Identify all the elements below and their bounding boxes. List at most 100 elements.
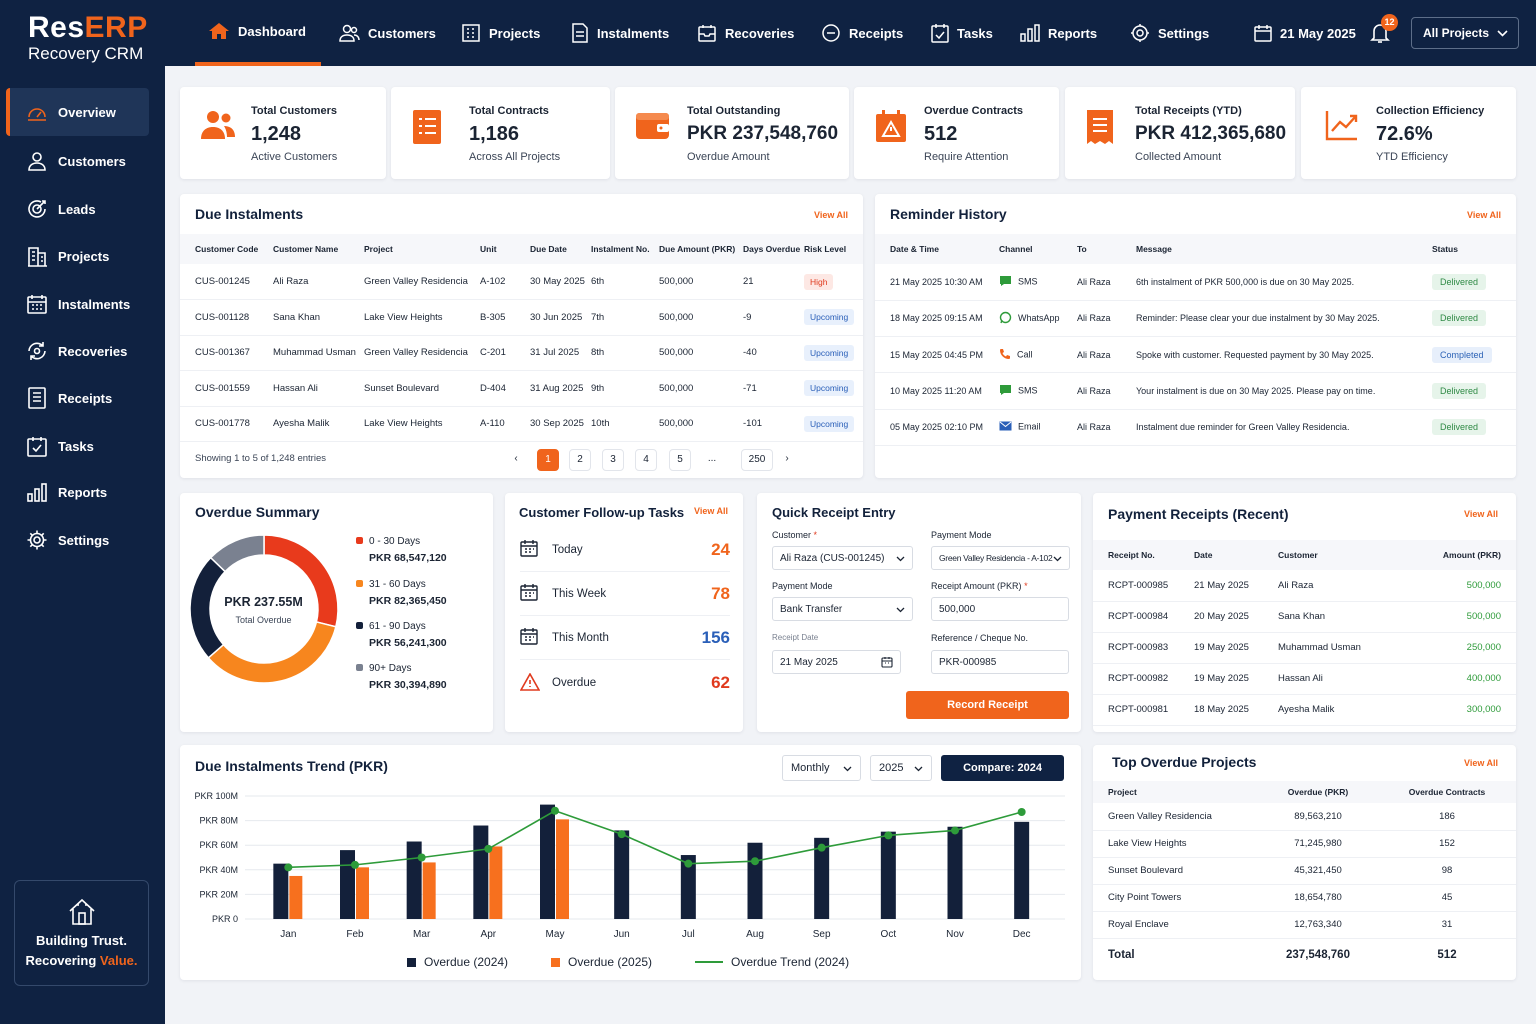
bar-overdue-2024[interactable] <box>273 863 289 919</box>
trend-point[interactable] <box>951 826 959 835</box>
table-row[interactable]: 10 May 2025 11:20 AM SMS Ali Raza Your inst… <box>875 372 1516 410</box>
task-row-this-month[interactable]: This Month 156 <box>520 616 730 660</box>
view-all-link[interactable]: View All <box>694 506 729 516</box>
trend-point[interactable] <box>684 859 693 868</box>
table-row[interactable]: RCPT-000984 20 May 2025 Sana Khan 500,000 <box>1093 601 1516 633</box>
page-button[interactable]: 1 <box>537 449 559 471</box>
bar-overdue-2024[interactable] <box>406 841 422 919</box>
task-row-this-week[interactable]: This Week 78 <box>520 572 730 616</box>
bar-overdue-2024[interactable] <box>340 850 355 919</box>
sidebar-item-reports[interactable]: Reports <box>6 468 149 516</box>
project-unit-select[interactable]: Green Valley Residencia - A-102 <box>931 546 1070 570</box>
trend-point[interactable] <box>417 853 426 862</box>
trend-point[interactable] <box>617 830 626 839</box>
calendar-icon[interactable] <box>881 656 893 671</box>
sidebar-item-customers[interactable]: Customers <box>6 137 149 185</box>
payment-mode-select[interactable]: Bank Transfer <box>772 597 913 621</box>
bar-overdue-2025[interactable] <box>356 867 369 919</box>
table-row[interactable]: Royal Enclave 12,763,340 31 <box>1093 911 1516 939</box>
view-all-link[interactable]: View All <box>1464 509 1499 519</box>
sidebar-item-settings[interactable]: Settings <box>6 516 149 564</box>
bar-overdue-2024[interactable] <box>473 825 489 919</box>
page-button[interactable]: 3 <box>602 449 624 471</box>
nav-recoveries[interactable]: Recoveries <box>697 0 794 66</box>
trend-point[interactable] <box>351 860 359 869</box>
donut-slice[interactable] <box>263 534 339 628</box>
nav-customers[interactable]: Customers <box>338 0 436 66</box>
customer-select[interactable]: Ali Raza (CUS-001245) <box>772 546 913 570</box>
project-filter-select[interactable]: All Projects <box>1411 17 1519 49</box>
page-button[interactable]: 4 <box>635 449 657 471</box>
record-receipt-button[interactable]: Record Receipt <box>906 691 1069 719</box>
nav-instalments[interactable]: Instalments <box>571 0 669 66</box>
table-row[interactable]: Sunset Boulevard 45,321,450 98 <box>1093 857 1516 885</box>
table-row[interactable]: CUS-001245 Ali Raza Green Valley Residenci… <box>180 264 863 300</box>
table-row[interactable]: 18 May 2025 09:15 AM WhatsApp Ali Raza Remi… <box>875 300 1516 338</box>
compare-button[interactable]: Compare: 2024 <box>941 755 1064 781</box>
trend-point[interactable] <box>751 857 759 866</box>
next-page-button[interactable]: › <box>776 449 798 471</box>
table-row[interactable]: RCPT-000985 21 May 2025 Ali Raza 500,000 <box>1093 570 1516 602</box>
trend-point[interactable] <box>551 806 559 815</box>
table-row[interactable]: 21 May 2025 10:30 AM SMS Ali Raza 6th insta… <box>875 264 1516 301</box>
table-row[interactable]: CUS-001778 Ayesha Malik Lake View Heights A… <box>180 406 863 442</box>
table-row[interactable]: RCPT-000983 19 May 2025 Muhammad Usman 250,… <box>1093 632 1516 664</box>
view-all-link[interactable]: View All <box>1467 210 1502 220</box>
bar-overdue-2024[interactable] <box>814 837 830 919</box>
bar-overdue-2024[interactable] <box>947 826 963 919</box>
nav-projects[interactable]: Projects <box>461 0 540 66</box>
nav-settings[interactable]: Settings <box>1130 0 1209 66</box>
nav-dashboard[interactable]: Dashboard <box>195 0 321 66</box>
bar-overdue-2024[interactable] <box>614 830 630 919</box>
nav-receipts[interactable]: Receipts <box>821 0 903 66</box>
view-all-link[interactable]: View All <box>1464 758 1499 768</box>
table-row[interactable]: RCPT-000981 18 May 2025 Ayesha Malik 300,00… <box>1093 694 1516 726</box>
receipt-amount-input[interactable]: 500,000 <box>931 597 1069 621</box>
page-button[interactable]: 5 <box>669 449 691 471</box>
sidebar-item-tasks[interactable]: Tasks <box>6 422 149 470</box>
reference-input[interactable]: PKR-000985 <box>931 650 1069 674</box>
sidebar-item-projects[interactable]: Projects <box>6 232 149 280</box>
page-button[interactable]: 250 <box>741 449 773 471</box>
table-row[interactable]: RCPT-000982 19 May 2025 Hassan Ali 400,000 <box>1093 663 1516 695</box>
sidebar-item-receipts[interactable]: Receipts <box>6 374 149 422</box>
brand-logo[interactable]: ResERP Recovery CRM <box>28 12 148 64</box>
period-select[interactable]: Monthly <box>782 755 861 781</box>
table-row[interactable]: Green Valley Residencia 89,563,210 186 <box>1093 803 1516 831</box>
sidebar-item-instalments[interactable]: Instalments <box>6 280 149 328</box>
prev-page-button[interactable]: ‹ <box>505 449 527 471</box>
task-row-overdue[interactable]: Overdue 62 <box>519 661 730 705</box>
task-row-today[interactable]: Today 24 <box>520 528 730 572</box>
view-all-link[interactable]: View All <box>814 210 849 220</box>
table-row[interactable]: CUS-001559 Hassan Ali Sunset Boulevard D-40… <box>180 370 863 407</box>
bar-overdue-2025[interactable] <box>289 875 303 919</box>
nav-tasks[interactable]: Tasks <box>931 0 993 66</box>
table-row[interactable]: CUS-001367 Muhammad Usman Green Valley Res… <box>180 335 863 371</box>
table-row[interactable]: 05 May 2025 02:10 PM Email Ali Raza Instalm… <box>875 409 1516 446</box>
bar-overdue-2024[interactable] <box>1014 821 1030 919</box>
table-row[interactable]: CUS-001128 Sana Khan Lake View Heights B-30… <box>180 299 863 336</box>
bar-overdue-2025[interactable] <box>556 819 569 919</box>
nav-reports[interactable]: Reports <box>1020 0 1097 66</box>
trend-point[interactable] <box>884 831 893 840</box>
table-row[interactable]: Lake View Heights 71,245,980 152 <box>1093 830 1516 858</box>
page-button[interactable]: 2 <box>569 449 591 471</box>
trend-point[interactable] <box>817 843 826 852</box>
bar-overdue-2024[interactable] <box>880 831 896 919</box>
trend-point[interactable] <box>284 863 293 872</box>
bar-overdue-2025[interactable] <box>489 846 503 919</box>
table-row[interactable]: 15 May 2025 04:45 PM Call Ali Raza Spoke wi… <box>875 336 1516 374</box>
year-select[interactable]: 2025 <box>870 755 932 781</box>
donut-slice[interactable] <box>209 534 265 573</box>
sidebar-item-recoveries[interactable]: Recoveries <box>6 327 149 375</box>
sidebar-item-leads[interactable]: Leads <box>6 185 149 233</box>
receipt-date-input[interactable]: 21 May 2025 <box>772 650 901 674</box>
bar-overdue-2025[interactable] <box>422 862 436 919</box>
bar-overdue-2024[interactable] <box>680 855 696 919</box>
table-row[interactable]: City Point Towers 18,654,780 45 <box>1093 884 1516 912</box>
trend-point[interactable] <box>484 844 493 853</box>
trend-point[interactable] <box>1017 807 1026 816</box>
bar-overdue-2024[interactable] <box>540 804 555 919</box>
sidebar-item-overview[interactable]: Overview <box>6 88 149 136</box>
page-button[interactable]: ... <box>701 449 723 471</box>
